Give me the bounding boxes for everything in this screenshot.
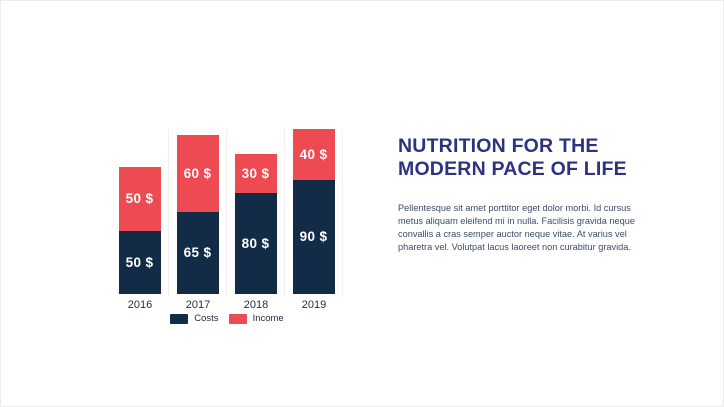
- x-axis-label: 2017: [185, 299, 211, 311]
- bar-value-label: 90 $: [299, 229, 328, 245]
- bar-segment-income: 30 $: [234, 154, 277, 193]
- bar-segment-costs: 80 $: [234, 192, 277, 294]
- bar-value-label: 50 $: [125, 254, 154, 270]
- legend-item-costs: Costs: [170, 313, 219, 324]
- legend-swatch-costs: [170, 313, 189, 324]
- bar-value-label: 60 $: [183, 165, 212, 181]
- legend-label-income: Income: [252, 313, 284, 324]
- stacked-bar: 60 $ 65 $: [176, 135, 219, 294]
- stacked-bar: 30 $ 80 $: [234, 154, 277, 294]
- bar-value-label: 50 $: [125, 191, 154, 207]
- chart-plot-area: 50 $ 50 $ 60 $ 65 $ 30 $ 80 $ 40 $ 90 $: [111, 129, 343, 297]
- x-axis-labels: 2016 2017 2018 2019: [111, 299, 343, 311]
- legend-item-income: Income: [228, 313, 284, 324]
- chart-column: 60 $ 65 $: [169, 129, 227, 297]
- bar-segment-costs: 50 $: [118, 230, 161, 294]
- legend-label-costs: Costs: [194, 313, 219, 324]
- legend-swatch-income: [228, 313, 247, 324]
- bar-value-label: 65 $: [183, 245, 212, 261]
- bar-value-label: 80 $: [241, 235, 270, 251]
- bar-segment-costs: 65 $: [176, 211, 219, 294]
- chart-column: 50 $ 50 $: [111, 129, 169, 297]
- body-text: Pellentesque sit amet porttitor eget dol…: [398, 203, 635, 252]
- bar-segment-income: 40 $: [292, 129, 335, 180]
- stacked-bar: 50 $ 50 $: [118, 167, 161, 294]
- stacked-bar: 40 $ 90 $: [292, 129, 335, 294]
- page-title: NUTRITION FOR THE MODERN PACE OF LIFE: [398, 135, 627, 180]
- x-axis-label: 2016: [127, 299, 153, 311]
- bar-segment-costs: 90 $: [292, 179, 335, 294]
- bar-value-label: 30 $: [241, 165, 270, 181]
- chart-column: 40 $ 90 $: [285, 129, 343, 297]
- chart-column: 30 $ 80 $: [227, 129, 285, 297]
- x-axis-label: 2019: [301, 299, 327, 311]
- bar-segment-income: 60 $: [176, 135, 219, 212]
- bar-segment-income: 50 $: [118, 167, 161, 231]
- chart-legend: Costs Income: [111, 313, 343, 324]
- bar-value-label: 40 $: [299, 146, 328, 162]
- x-axis-label: 2018: [243, 299, 269, 311]
